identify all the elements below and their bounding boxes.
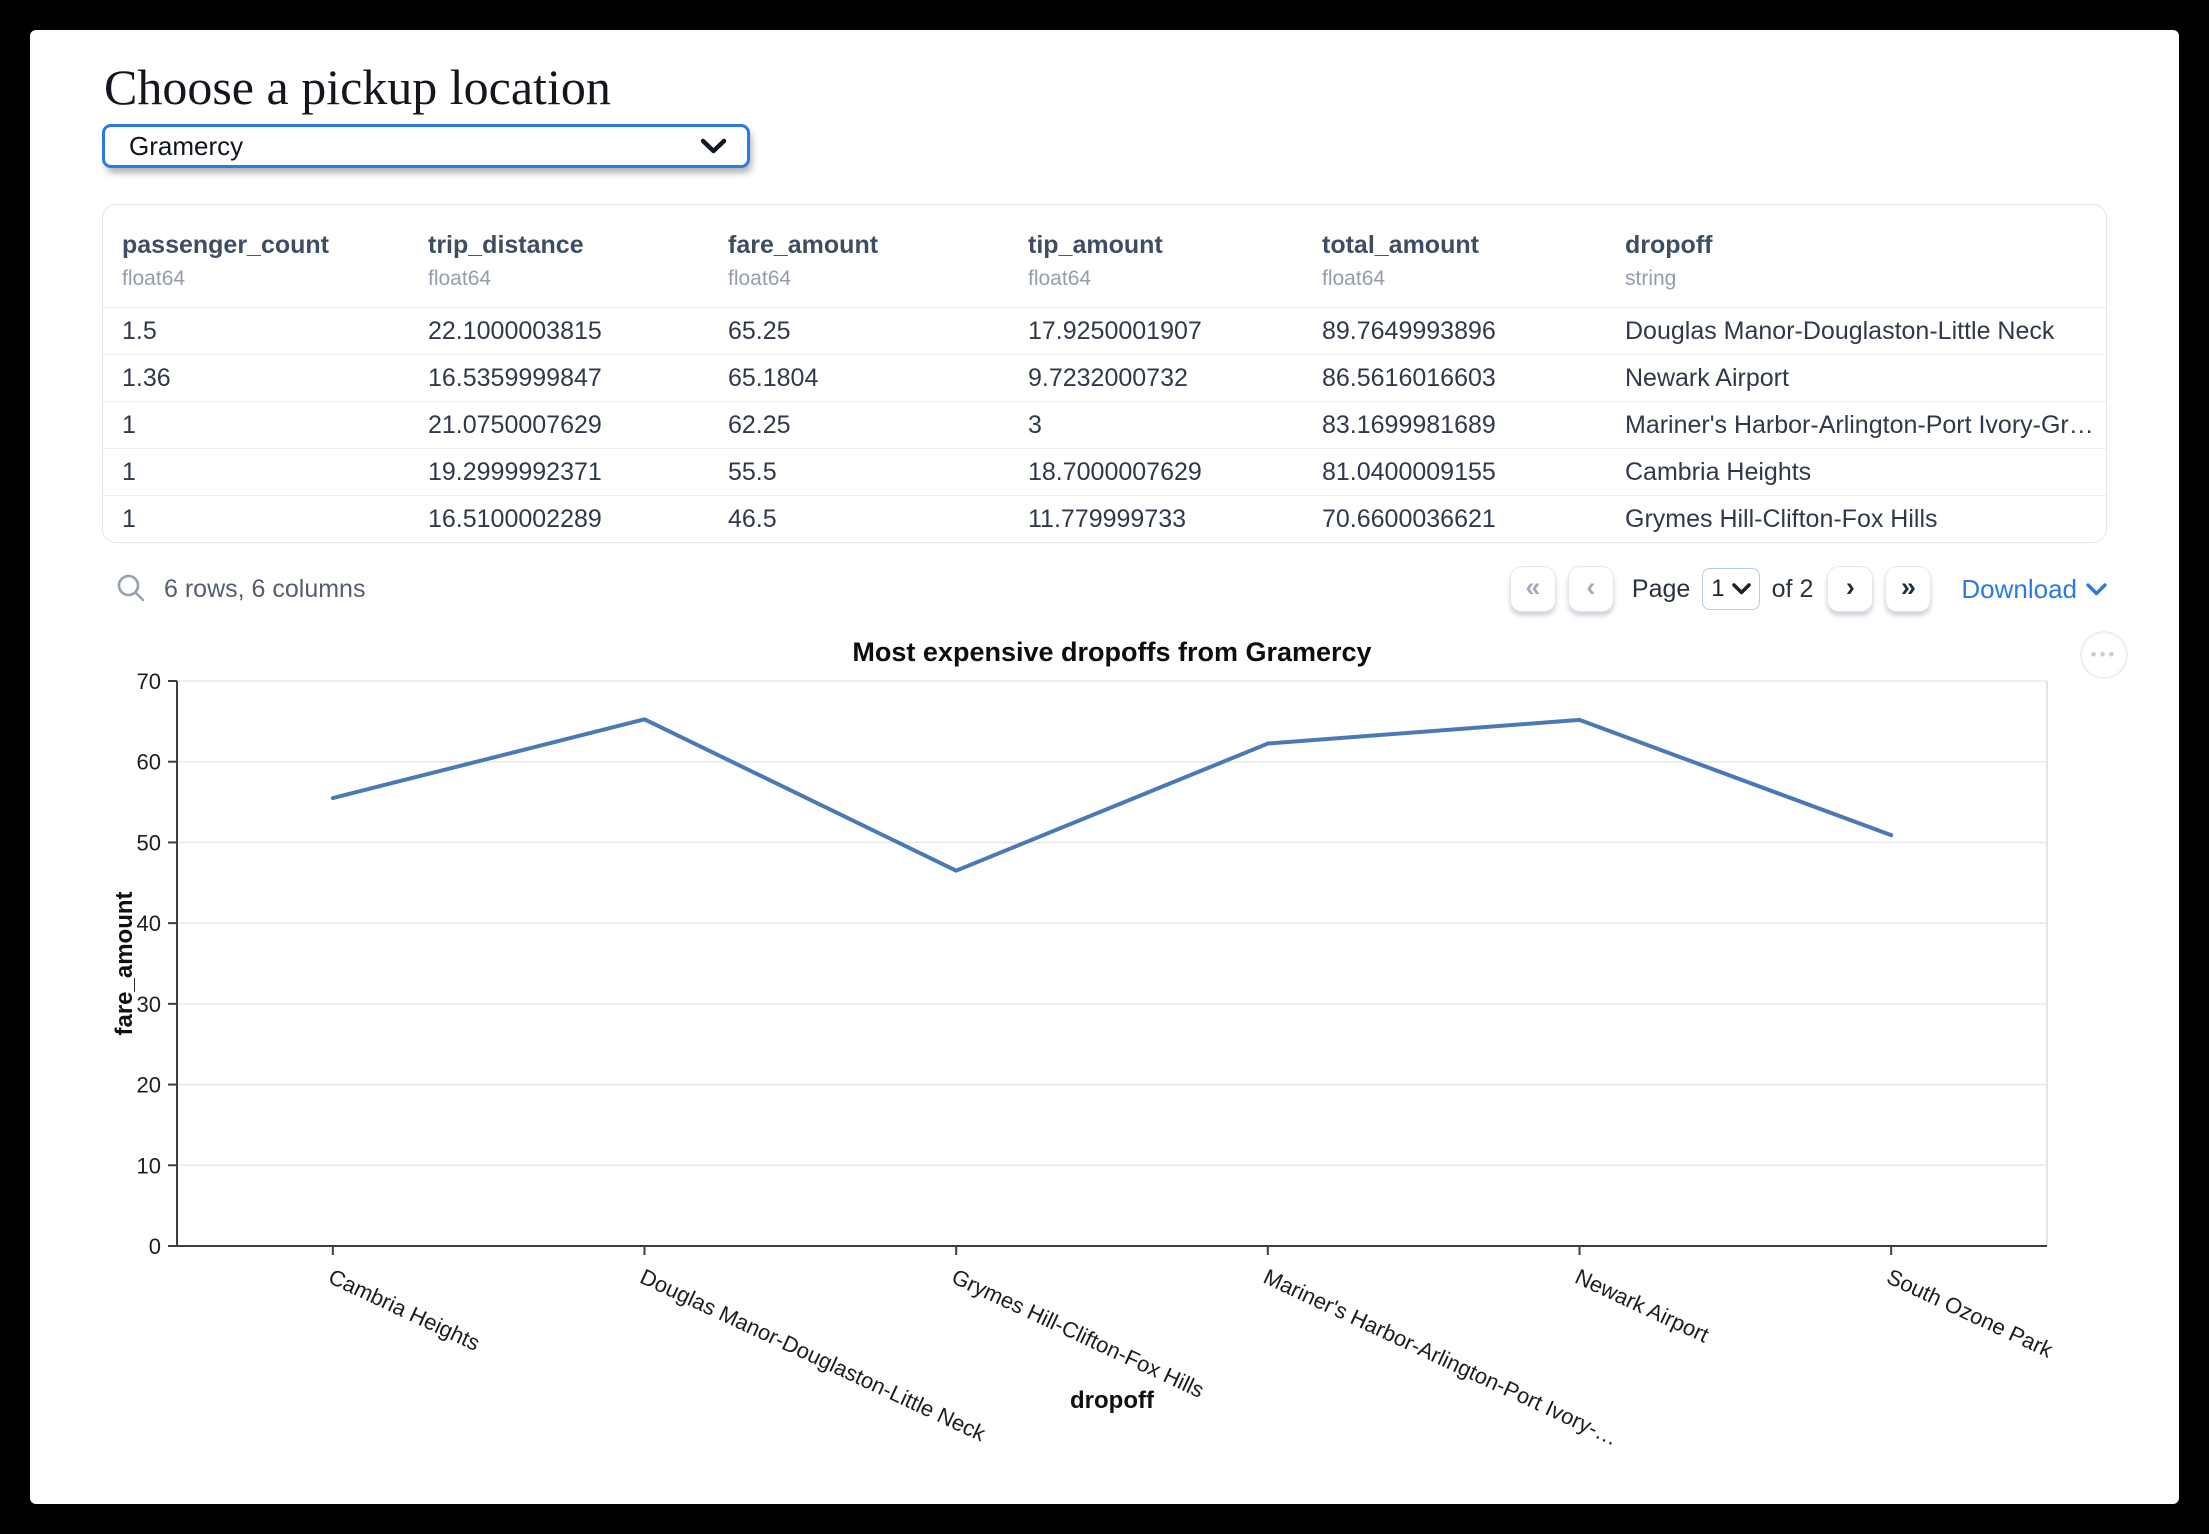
table-cell: 62.25 bbox=[709, 401, 1009, 449]
table-cell: 9.7232000732 bbox=[1009, 354, 1303, 402]
table-body: 1.5 22.1000003815 65.25 17.9250001907 89.764… bbox=[103, 307, 2106, 542]
x-tick-label: Grymes Hill-Clifton-Fox Hills bbox=[948, 1264, 1208, 1403]
table-row: 1 21.0750007629 62.25 3 83.1699981689 Mariner… bbox=[103, 401, 2106, 449]
y-tick-label: 60 bbox=[137, 750, 161, 775]
page-count-label: of 2 bbox=[1771, 574, 1814, 603]
page-title: Choose a pickup location bbox=[104, 59, 611, 115]
table-row: 1.36 16.5359999847 65.1804 9.7232000732 86.5… bbox=[103, 354, 2106, 402]
download-label: Download bbox=[1961, 573, 2077, 604]
page-number-select[interactable]: 1 bbox=[1702, 568, 1760, 610]
table-cell: Grymes Hill-Clifton-Fox Hills bbox=[1606, 495, 2106, 542]
table-footer: 6 rows, 6 columns « ‹ Page 1 of 2 › » Do… bbox=[102, 565, 2107, 613]
table-cell: 83.1699981689 bbox=[1303, 401, 1606, 449]
chevron-down-icon bbox=[700, 138, 727, 153]
last-page-button[interactable]: » bbox=[1885, 566, 1932, 612]
table-cell: 3 bbox=[1009, 401, 1303, 449]
table-cell: 89.7649993896 bbox=[1303, 307, 1606, 355]
table-cell: 22.1000003815 bbox=[409, 307, 709, 355]
table-row: 1.5 22.1000003815 65.25 17.9250001907 89.764… bbox=[103, 307, 2106, 355]
page-number-value: 1 bbox=[1711, 575, 1725, 602]
chart-line bbox=[330, 717, 1894, 873]
table-cell: 81.0400009155 bbox=[1303, 448, 1606, 496]
table-cell: 55.5 bbox=[709, 448, 1009, 496]
x-tick-label: Cambria Heights bbox=[325, 1264, 484, 1356]
table-cell: 65.1804 bbox=[709, 354, 1009, 402]
chevron-down-icon bbox=[1731, 583, 1751, 595]
x-axis-title: dropoff bbox=[1070, 1387, 1155, 1414]
y-tick-label: 50 bbox=[137, 830, 161, 855]
table-cell: 1 bbox=[103, 448, 409, 496]
table-row: 1 19.2999992371 55.5 18.7000007629 81.040000… bbox=[103, 448, 2106, 496]
table-cell: Cambria Heights bbox=[1606, 448, 2106, 496]
table-row: 1 16.5100002289 46.5 11.779999733 70.6600036… bbox=[103, 495, 2106, 542]
y-tick-label: 10 bbox=[137, 1153, 161, 1178]
table-cell: 1 bbox=[103, 495, 409, 542]
x-tick-label: South Ozone Park bbox=[1883, 1264, 2057, 1363]
table-cell: 18.7000007629 bbox=[1009, 448, 1303, 496]
table-cell: Mariner's Harbor-Arlington-Port Ivory-Gr… bbox=[1606, 401, 2106, 449]
y-axis-title: fare_amount bbox=[111, 891, 138, 1035]
table-cell: 17.9250001907 bbox=[1009, 307, 1303, 355]
app-card: Choose a pickup location Gramercy passen… bbox=[30, 30, 2179, 1504]
table-cell: 19.2999992371 bbox=[409, 448, 709, 496]
table-cell: 16.5100002289 bbox=[409, 495, 709, 542]
chevron-down-icon bbox=[2086, 582, 2107, 595]
row-summary: 6 rows, 6 columns bbox=[164, 574, 366, 603]
table-cell: 11.779999733 bbox=[1009, 495, 1303, 542]
next-page-button[interactable]: › bbox=[1827, 566, 1874, 612]
table-cell: 70.6600036621 bbox=[1303, 495, 1606, 542]
y-tick-label: 70 bbox=[137, 669, 161, 694]
x-tick-label: Douglas Manor-Douglaston-Little Neck bbox=[636, 1264, 990, 1447]
data-table-card: passenger_count float64 trip_distance fl… bbox=[102, 204, 2107, 543]
column-header-dropoff: dropoff string bbox=[1625, 231, 1713, 290]
table-cell: 1 bbox=[103, 401, 409, 449]
table-cell: 21.0750007629 bbox=[409, 401, 709, 449]
page-label: Page bbox=[1631, 574, 1691, 603]
table-cell: 1.36 bbox=[103, 354, 409, 402]
table-cell: 46.5 bbox=[709, 495, 1009, 542]
y-tick-label: 20 bbox=[137, 1073, 161, 1098]
x-tick-label: Newark Airport bbox=[1571, 1264, 1712, 1348]
first-page-button[interactable]: « bbox=[1509, 566, 1556, 612]
data-table: passenger_count float64 trip_distance fl… bbox=[103, 205, 2106, 542]
search-button[interactable] bbox=[114, 572, 148, 606]
y-tick-label: 40 bbox=[137, 911, 161, 936]
line-chart: 0 10 20 30 40 50 60 70 Cambria Heights Douglas Ma… bbox=[111, 669, 2057, 1451]
prev-page-button[interactable]: ‹ bbox=[1567, 566, 1614, 612]
download-button[interactable]: Download bbox=[1961, 574, 2107, 605]
chart-title: Most expensive dropoffs from Gramercy bbox=[852, 637, 1372, 667]
column-header-total-amount: total_amount float64 bbox=[1322, 231, 1479, 290]
table-cell: 65.25 bbox=[709, 307, 1009, 355]
table-cell: Douglas Manor-Douglaston-Little Neck bbox=[1606, 307, 2106, 355]
chart-panel: Most expensive dropoffs from Gramercy ••… bbox=[102, 621, 2128, 1481]
table-cell: 1.5 bbox=[103, 307, 409, 355]
pickup-location-value: Gramercy bbox=[129, 130, 244, 161]
search-icon bbox=[117, 574, 145, 602]
column-header-trip-distance: trip_distance float64 bbox=[428, 231, 584, 290]
table-header-row: passenger_count float64 trip_distance fl… bbox=[103, 205, 2106, 308]
pickup-location-select[interactable]: Gramercy bbox=[102, 124, 750, 168]
chart-menu-button[interactable]: ••• bbox=[2080, 631, 2128, 679]
column-header-fare-amount: fare_amount float64 bbox=[728, 231, 879, 290]
column-header-passenger-count: passenger_count float64 bbox=[122, 231, 330, 290]
x-tick-label: Mariner's Harbor-Arlington-Port Ivory-… bbox=[1260, 1264, 1622, 1451]
table-cell: 16.5359999847 bbox=[409, 354, 709, 402]
pagination: « ‹ Page 1 of 2 › » Download bbox=[1509, 566, 2107, 612]
table-cell: 86.5616016603 bbox=[1303, 354, 1606, 402]
y-tick-label: 0 bbox=[149, 1234, 161, 1259]
table-cell: Newark Airport bbox=[1606, 354, 2106, 402]
column-header-tip-amount: tip_amount float64 bbox=[1028, 231, 1163, 290]
y-tick-label: 30 bbox=[137, 992, 161, 1017]
